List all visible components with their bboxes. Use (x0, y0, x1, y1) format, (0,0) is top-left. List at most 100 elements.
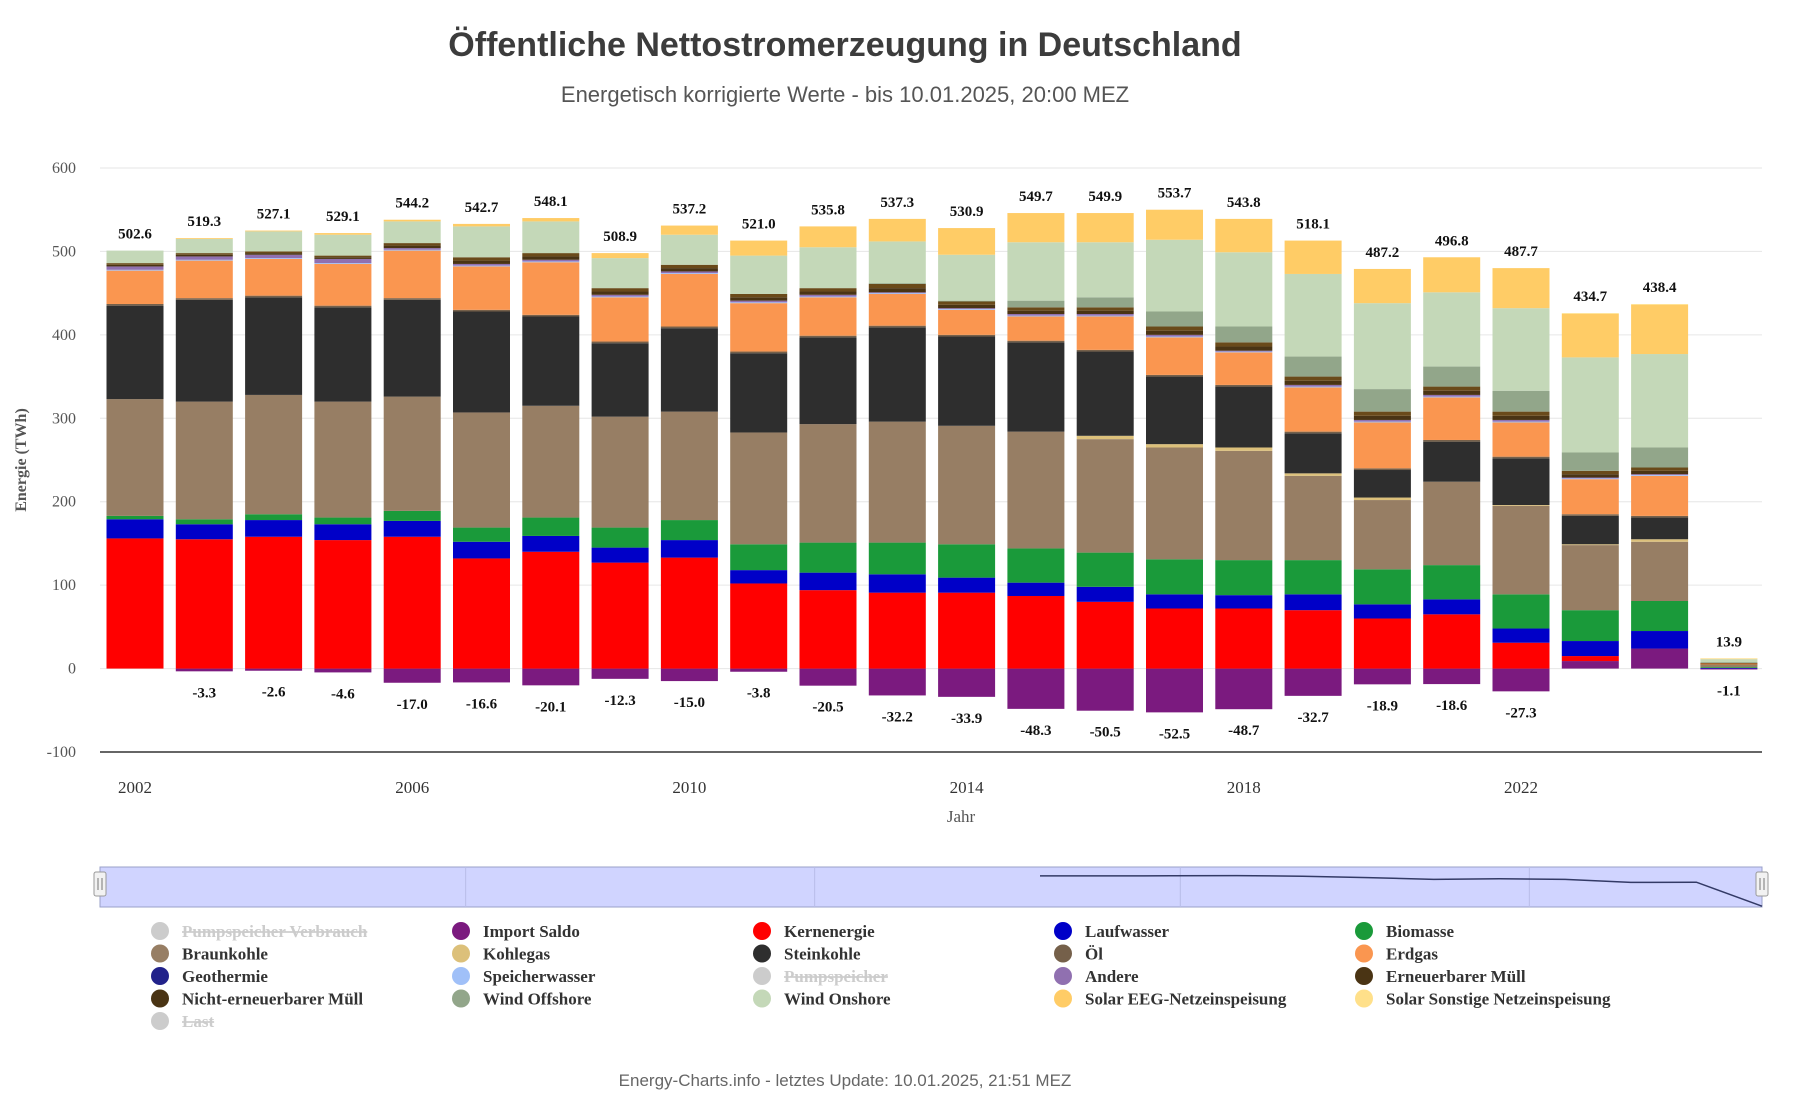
bar-segment-oel-2017[interactable] (1146, 374, 1203, 377)
bar-segment-kernenergie-2017[interactable] (1146, 608, 1203, 669)
bar-segment-laufwasser-2012[interactable] (799, 572, 857, 591)
bar-segment-braunkohle-2021[interactable] (1423, 481, 1481, 566)
bar-segment-oel-2003[interactable] (175, 298, 233, 300)
bar-segment-import-saldo-2006[interactable] (383, 668, 441, 683)
bar-segment-laufwasser-2007[interactable] (453, 541, 510, 559)
bar-segment-steinkohle-2016[interactable] (1076, 351, 1134, 436)
bar-segment-oel-2019[interactable] (1284, 431, 1342, 434)
handle-grip[interactable] (93, 871, 107, 897)
bar-segment-laufwasser-2008[interactable] (522, 535, 580, 552)
bar-segment-kernenergie-2018[interactable] (1215, 608, 1273, 669)
bar-segment-braunkohle-2018[interactable] (1215, 450, 1273, 561)
bar-segment-wind-onshore-2003[interactable] (175, 238, 233, 254)
legend-item-pumpspeicher-verbrauch[interactable]: Pumpspeicher Verbrauch (151, 922, 368, 941)
bar-segment-wind-offshore-2015[interactable] (1007, 300, 1065, 308)
bar-segment-braunkohle-2011[interactable] (730, 432, 788, 545)
bar-segment-kohlegas-2018[interactable] (1215, 447, 1273, 451)
bar-segment-andere-2007[interactable] (453, 263, 510, 266)
bar-segment-braunkohle-2025[interactable] (1700, 665, 1758, 668)
bar-segment-erdgas-2022[interactable] (1492, 422, 1550, 457)
bar-segment-steinkohle-2011[interactable] (730, 353, 788, 433)
bar-segment-kohlegas-2019[interactable] (1284, 473, 1342, 476)
bar-segment-erdgas-2007[interactable] (453, 266, 510, 310)
bar-segment-steinkohle-2024[interactable] (1631, 517, 1689, 540)
legend[interactable]: Pumpspeicher Verbrauch Import Saldo Kernen… (151, 922, 1611, 1031)
bar-segment-kernenergie-2011[interactable] (730, 583, 788, 669)
bar-segment-oel-2005[interactable] (314, 305, 372, 308)
legend-item-oel[interactable]: Öl (1054, 944, 1103, 964)
bar-segment-solar-eeg-netzeinspeisung-2006[interactable] (383, 219, 441, 222)
bar-segment-erdgas-2024[interactable] (1631, 475, 1689, 516)
bar-segment-nicht-erneuerbarer-muell-2006[interactable] (383, 243, 441, 246)
bar-segment-braunkohle-2007[interactable] (453, 412, 510, 528)
bar-segment-nicht-erneuerbarer-muell-2005[interactable] (314, 255, 372, 258)
bar-segment-erneuerbarer-muell-2016[interactable] (1076, 310, 1134, 314)
legend-item-erdgas[interactable]: Erdgas (1355, 944, 1438, 964)
bar-segment-nicht-erneuerbarer-muell-2020[interactable] (1353, 411, 1411, 416)
bar-segment-import-saldo-2009[interactable] (591, 668, 649, 679)
bar-segment-andere-2023[interactable] (1561, 477, 1619, 479)
bar-segment-import-saldo-2004[interactable] (245, 668, 303, 671)
bar-segment-wind-offshore-2020[interactable] (1353, 389, 1411, 412)
bar-segment-wind-onshore-2002[interactable] (106, 250, 164, 264)
legend-item-wind-offshore[interactable]: Wind Offshore (452, 989, 592, 1009)
bar-segment-steinkohle-2021[interactable] (1423, 441, 1481, 482)
bar-segment-laufwasser-2016[interactable] (1076, 586, 1134, 602)
bar-segment-solar-eeg-netzeinspeisung-2021[interactable] (1423, 257, 1481, 293)
bar-segment-biomasse-2010[interactable] (660, 520, 718, 541)
bar-segment-kohlegas-2017[interactable] (1146, 444, 1203, 448)
bar-segment-kohlegas-2024[interactable] (1631, 539, 1689, 542)
bar-segment-kernenergie-2013[interactable] (868, 592, 926, 669)
bar-segment-oel-2020[interactable] (1353, 468, 1411, 471)
bar-segment-wind-onshore-2016[interactable] (1076, 242, 1134, 298)
bar-segment-kernenergie-2006[interactable] (383, 536, 441, 669)
bar-segment-nicht-erneuerbarer-muell-2010[interactable] (660, 264, 718, 269)
bar-segment-biomasse-2023[interactable] (1561, 610, 1619, 642)
bar-segment-steinkohle-2014[interactable] (938, 336, 996, 426)
legend-item-solar-eeg-netzeinspeisung[interactable]: Solar EEG-Netzeinspeisung (1054, 989, 1287, 1009)
bar-segment-wind-offshore-2014[interactable] (938, 300, 996, 302)
bar-segment-braunkohle-2013[interactable] (868, 421, 926, 543)
bar-segment-solar-eeg-netzeinspeisung-2020[interactable] (1353, 268, 1411, 304)
bar-segment-andere-2009[interactable] (591, 294, 649, 297)
bar-segment-steinkohle-2019[interactable] (1284, 433, 1342, 474)
bar-segment-steinkohle-2005[interactable] (314, 307, 372, 402)
bar-segment-kernenergie-2002[interactable] (106, 538, 164, 669)
bar-segment-biomasse-2007[interactable] (453, 527, 510, 542)
bar-segment-wind-offshore-2019[interactable] (1284, 356, 1342, 377)
bar-segment-import-saldo-2025[interactable] (1700, 668, 1758, 670)
navigator-handle-right[interactable] (1755, 871, 1769, 897)
bar-segment-erdgas-2010[interactable] (660, 273, 718, 327)
bar-segment-erneuerbarer-muell-2022[interactable] (1492, 415, 1550, 420)
bar-segment-laufwasser-2014[interactable] (938, 577, 996, 593)
bar-segment-erneuerbarer-muell-2006[interactable] (383, 245, 441, 249)
bar-segment-steinkohle-2003[interactable] (175, 299, 233, 402)
bar-segment-laufwasser-2013[interactable] (868, 574, 926, 593)
bar-segment-kernenergie-2007[interactable] (453, 558, 510, 669)
bar-segment-laufwasser-2019[interactable] (1284, 594, 1342, 611)
bar-segment-biomasse-2016[interactable] (1076, 552, 1134, 587)
bar-segment-solar-eeg-netzeinspeisung-2024[interactable] (1631, 304, 1689, 355)
bar-segment-oel-2011[interactable] (730, 351, 788, 354)
bar-segment-laufwasser-2022[interactable] (1492, 628, 1550, 643)
bar-segment-erdgas-2021[interactable] (1423, 397, 1481, 440)
bar-segment-kohlegas-2020[interactable] (1353, 497, 1411, 501)
bar-segment-braunkohle-2016[interactable] (1076, 439, 1134, 553)
bar-segment-andere-2008[interactable] (522, 259, 580, 262)
bar-segment-wind-onshore-2022[interactable] (1492, 308, 1550, 391)
bar-segment-laufwasser-2002[interactable] (106, 519, 164, 539)
bar-segment-import-saldo-2024[interactable] (1631, 648, 1689, 669)
bar-segment-andere-2014[interactable] (938, 308, 996, 309)
bar-segment-erdgas-2016[interactable] (1076, 316, 1134, 350)
bar-segment-erneuerbarer-muell-2014[interactable] (938, 304, 996, 309)
handle-grip[interactable] (1755, 871, 1769, 897)
bar-segment-import-saldo-2014[interactable] (938, 668, 996, 697)
bar-segment-steinkohle-2020[interactable] (1353, 470, 1411, 498)
bar-segment-braunkohle-2017[interactable] (1146, 447, 1203, 560)
bar-segment-speicherwasser-2016[interactable] (1076, 315, 1134, 317)
bar-segment-speicherwasser-2010[interactable] (660, 273, 718, 274)
bar-segment-nicht-erneuerbarer-muell-2012[interactable] (799, 288, 857, 292)
bar-segment-oel-2009[interactable] (591, 341, 649, 344)
bar-segment-erneuerbarer-muell-2020[interactable] (1353, 415, 1411, 420)
bar-segment-nicht-erneuerbarer-muell-2007[interactable] (453, 257, 510, 261)
